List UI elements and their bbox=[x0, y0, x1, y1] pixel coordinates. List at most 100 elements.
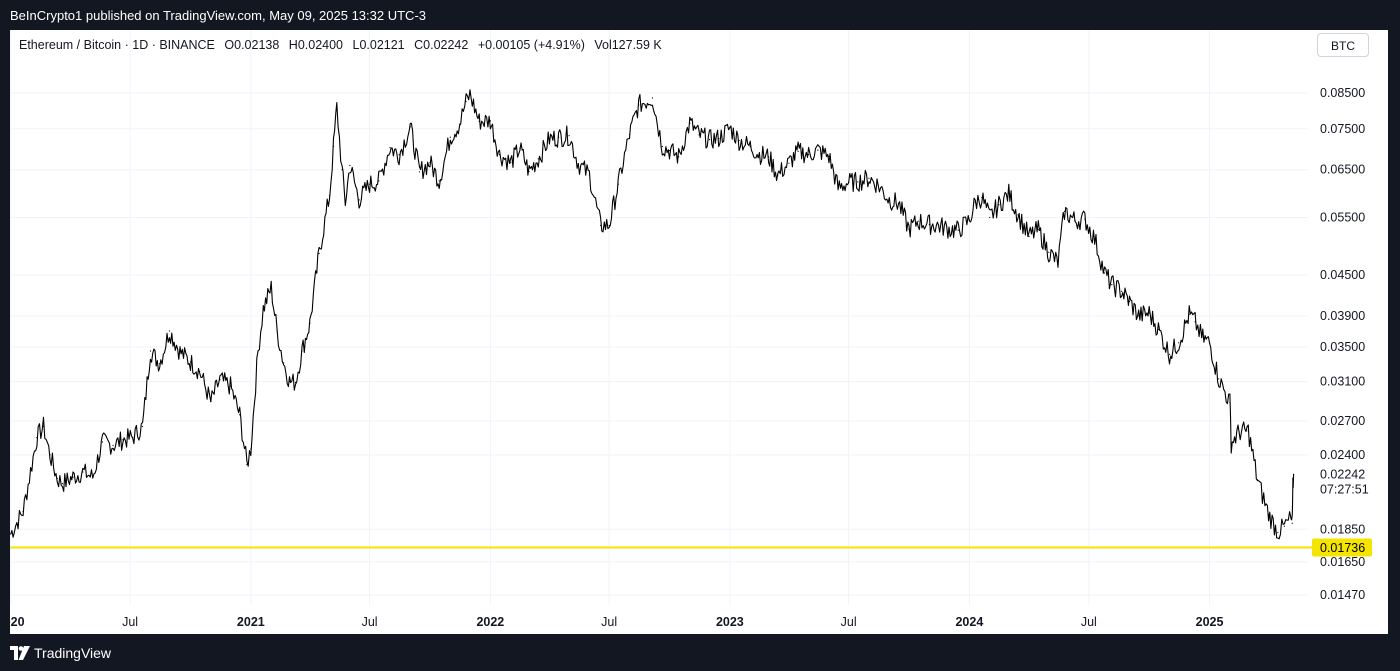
price-point bbox=[469, 94, 471, 96]
y-tick-label: 0.03100 bbox=[1320, 375, 1365, 389]
y-axis[interactable]: 0.08500 0.07500 0.06500 0.05500 0.04500 0.039… bbox=[1312, 86, 1372, 602]
price-point bbox=[548, 138, 551, 140]
price-point bbox=[1048, 251, 1050, 253]
price-point bbox=[336, 106, 338, 108]
y-tick-label: 0.01650 bbox=[1320, 555, 1365, 569]
tradingview-logo-icon[interactable] bbox=[10, 646, 30, 663]
price-point bbox=[1229, 402, 1231, 404]
price-point bbox=[981, 196, 983, 199]
price-point bbox=[189, 361, 192, 363]
price-point bbox=[328, 194, 331, 197]
y-tick-label: 0.01850 bbox=[1320, 522, 1365, 536]
price-point bbox=[678, 156, 680, 158]
price-point bbox=[1037, 229, 1039, 231]
price-point bbox=[557, 136, 560, 138]
brand-name[interactable]: TradingView bbox=[34, 645, 112, 661]
price-point bbox=[250, 448, 252, 450]
x-tick-label[interactable]: 2024 bbox=[955, 615, 983, 629]
price-point bbox=[56, 477, 58, 480]
price-point bbox=[989, 216, 991, 219]
price-point bbox=[698, 134, 700, 136]
price-point bbox=[738, 139, 740, 142]
y-tick-label: 0.01470 bbox=[1320, 588, 1365, 602]
price-point bbox=[112, 444, 114, 447]
high-value: H0.02400 bbox=[288, 38, 344, 52]
price-point bbox=[998, 204, 1000, 206]
price-point bbox=[229, 385, 232, 387]
x-tick-label[interactable]: Jul bbox=[362, 615, 378, 629]
price-point bbox=[478, 120, 480, 122]
price-point bbox=[638, 104, 640, 106]
price-point bbox=[10, 533, 12, 535]
price-point bbox=[708, 139, 711, 141]
price-point bbox=[449, 136, 451, 138]
price-point bbox=[179, 351, 181, 353]
price-point bbox=[246, 463, 248, 466]
price-point bbox=[389, 147, 391, 149]
price-point bbox=[498, 154, 501, 156]
price-point bbox=[1084, 218, 1086, 220]
price-point bbox=[797, 150, 799, 152]
price-point bbox=[937, 224, 940, 227]
x-tick-label[interactable]: Jul bbox=[1081, 615, 1097, 629]
price-point bbox=[1063, 210, 1066, 212]
price-point bbox=[877, 184, 879, 186]
x-axis[interactable]: 2020 Jul 2021 Jul 2022 Jul 2023 Jul 2024 Jul 2025 bbox=[10, 615, 1224, 629]
y-tick-label: 0.04500 bbox=[1320, 268, 1365, 282]
price-point bbox=[928, 223, 930, 225]
chart-panel[interactable]: 0.08500 0.07500 0.06500 0.05500 0.04500 0.039… bbox=[10, 30, 1388, 634]
price-point bbox=[1292, 473, 1295, 475]
x-tick-label[interactable]: Jul bbox=[601, 615, 617, 629]
price-point bbox=[283, 362, 285, 364]
price-point bbox=[1290, 518, 1292, 520]
price-point bbox=[857, 181, 859, 183]
price-point bbox=[1268, 513, 1270, 515]
price-point bbox=[1111, 284, 1113, 286]
price-point bbox=[61, 483, 64, 485]
price-point bbox=[72, 476, 74, 478]
price-point bbox=[1103, 272, 1106, 274]
price-point bbox=[1238, 431, 1240, 433]
price-point bbox=[42, 425, 45, 428]
price-point bbox=[651, 97, 654, 99]
price-point bbox=[36, 436, 38, 439]
y-tick-label: 0.03500 bbox=[1320, 340, 1365, 354]
price-point bbox=[301, 350, 303, 352]
price-point bbox=[897, 202, 900, 204]
price-point bbox=[1168, 353, 1171, 355]
symbol-name[interactable]: Ethereum / Bitcoin · 1D · BINANCE bbox=[19, 38, 215, 52]
price-point bbox=[1008, 192, 1010, 195]
price-point bbox=[101, 441, 104, 443]
volume-value: Vol127.59 K bbox=[594, 38, 662, 52]
price-point bbox=[588, 174, 591, 176]
price-point bbox=[668, 149, 671, 152]
publish-header: BeInCrypto1 published on TradingView.com… bbox=[0, 0, 1400, 30]
x-tick-label[interactable]: 2020 bbox=[10, 615, 25, 629]
price-point bbox=[489, 120, 491, 122]
price-point bbox=[1017, 214, 1019, 216]
price-point bbox=[528, 170, 530, 173]
price-point bbox=[617, 183, 619, 185]
price-point bbox=[438, 180, 440, 182]
price-point bbox=[276, 330, 278, 332]
price-point bbox=[577, 163, 579, 165]
price-point bbox=[465, 100, 467, 103]
price-point bbox=[817, 149, 819, 151]
price-point bbox=[168, 330, 171, 332]
x-tick-label[interactable]: 2025 bbox=[1196, 615, 1224, 629]
price-point bbox=[828, 155, 830, 157]
y-tick-label: 0.02400 bbox=[1320, 448, 1365, 462]
close-value: C0.02242 bbox=[414, 38, 469, 52]
price-point bbox=[257, 350, 259, 352]
currency-badge[interactable]: BTC bbox=[1317, 33, 1369, 57]
price-point bbox=[239, 414, 241, 416]
price-chart[interactable]: 0.08500 0.07500 0.06500 0.05500 0.04500 0.039… bbox=[10, 30, 1388, 634]
price-point bbox=[729, 127, 731, 129]
x-tick-label[interactable]: Jul bbox=[122, 615, 138, 629]
x-tick-label[interactable]: 2021 bbox=[237, 615, 265, 629]
price-point bbox=[398, 154, 400, 156]
x-tick-label[interactable]: 2022 bbox=[476, 615, 504, 629]
x-tick-label[interactable]: 2023 bbox=[716, 615, 744, 629]
price-point bbox=[974, 201, 976, 203]
x-tick-label[interactable]: Jul bbox=[841, 615, 857, 629]
